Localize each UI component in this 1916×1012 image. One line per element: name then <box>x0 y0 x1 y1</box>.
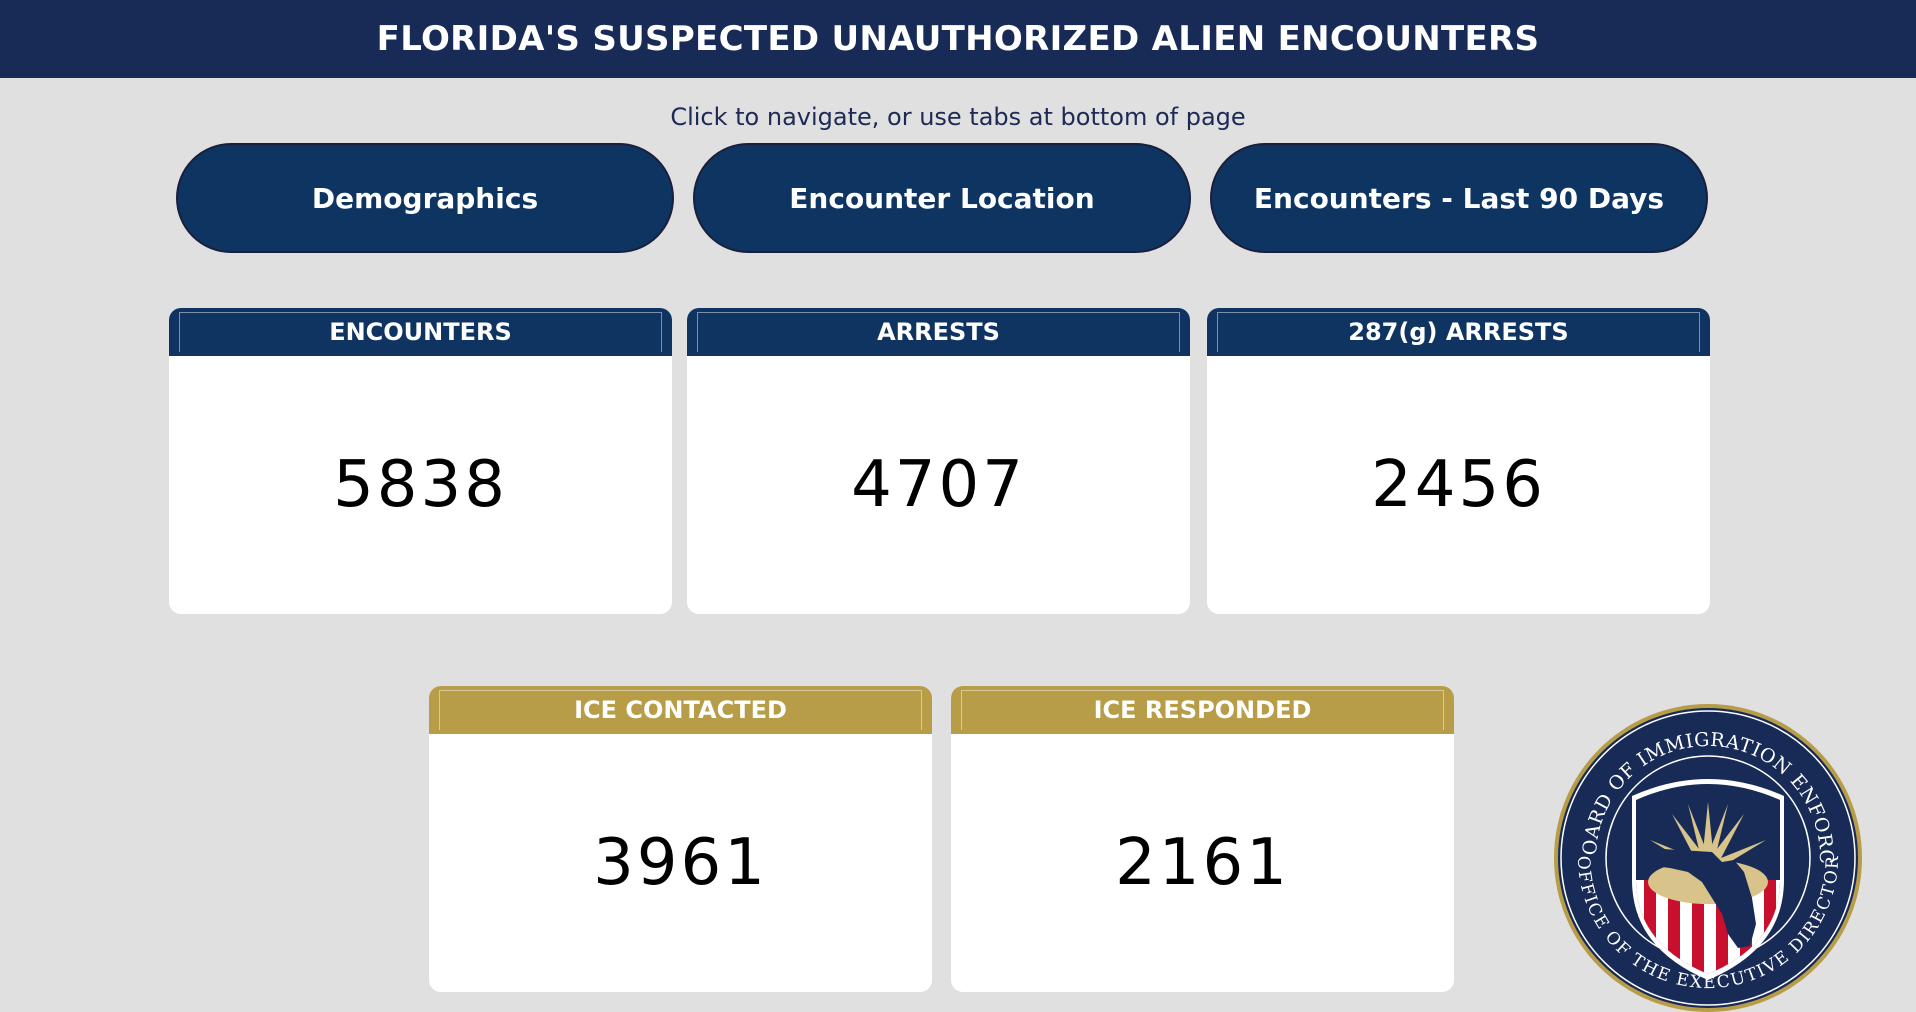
navigation-hint: Click to navigate, or use tabs at bottom… <box>670 103 1246 131</box>
ice-contacted-card: ICE CONTACTED 3961 <box>429 686 932 992</box>
ice-responded-card-header: ICE RESPONDED <box>951 686 1454 734</box>
287g-arrests-card: 287(g) ARRESTS 2456 <box>1207 308 1710 614</box>
ice-contacted-card-title: ICE CONTACTED <box>574 696 787 724</box>
arrests-card: ARRESTS 4707 <box>687 308 1190 614</box>
287g-arrests-card-header: 287(g) ARRESTS <box>1207 308 1710 356</box>
page-title: FLORIDA'S SUSPECTED UNAUTHORIZED ALIEN E… <box>376 19 1540 59</box>
encounter-location-button[interactable]: Encounter Location <box>693 143 1191 253</box>
encounters-last-90-days-button-label: Encounters - Last 90 Days <box>1253 181 1665 215</box>
ice-responded-card: ICE RESPONDED 2161 <box>951 686 1454 992</box>
287g-arrests-card-title: 287(g) ARRESTS <box>1348 318 1569 346</box>
287g-arrests-value: 2456 <box>1371 448 1546 522</box>
encounters-last-90-days-button[interactable]: Encounters - Last 90 Days <box>1210 143 1708 253</box>
arrests-card-title: ARRESTS <box>877 318 1000 346</box>
demographics-button-label: Demographics <box>311 181 539 215</box>
encounters-card: ENCOUNTERS 5838 <box>169 308 672 614</box>
ice-contacted-card-header: ICE CONTACTED <box>429 686 932 734</box>
encounters-card-header: ENCOUNTERS <box>169 308 672 356</box>
arrests-card-header: ARRESTS <box>687 308 1190 356</box>
arrests-value: 4707 <box>851 448 1026 522</box>
encounter-location-button-label: Encounter Location <box>789 181 1095 215</box>
ice-contacted-value: 3961 <box>593 826 768 900</box>
encounters-value: 5838 <box>333 448 508 522</box>
demographics-button[interactable]: Demographics <box>176 143 674 253</box>
state-board-seal-logo: STATE BOARD OF IMMIGRATION ENFORCEMENT O… <box>1552 702 1862 1012</box>
ice-responded-card-title: ICE RESPONDED <box>1093 696 1312 724</box>
ice-responded-value: 2161 <box>1115 826 1290 900</box>
encounters-card-title: ENCOUNTERS <box>329 318 512 346</box>
page-header: FLORIDA'S SUSPECTED UNAUTHORIZED ALIEN E… <box>0 0 1916 78</box>
